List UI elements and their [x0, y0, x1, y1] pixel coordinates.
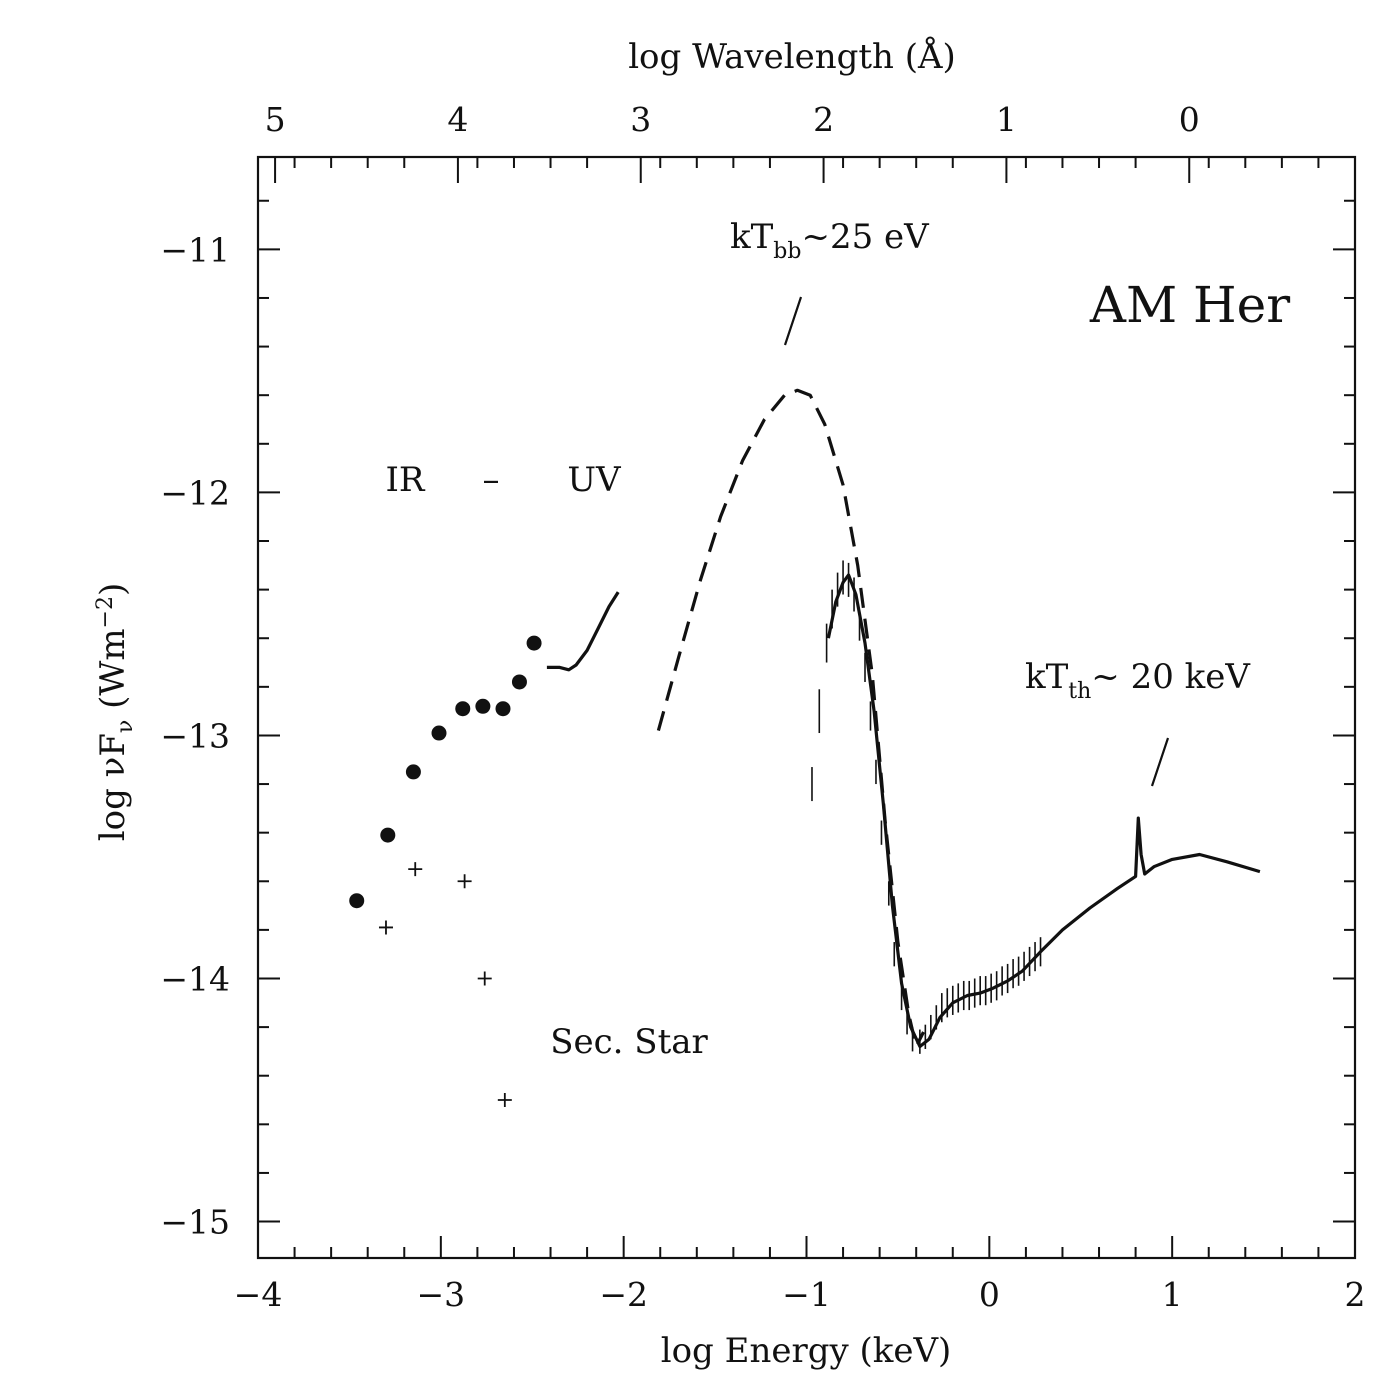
filled-point	[526, 635, 542, 651]
y-tick-label: −14	[160, 959, 230, 998]
top-tick-label: 1	[996, 100, 1017, 139]
y-axis-title-nu: ν	[93, 757, 133, 778]
y-axis-title-unit: (Wm	[93, 628, 133, 719]
x-axis-title: log Energy (keV)	[661, 1331, 952, 1371]
kt-th-pointer	[1150, 737, 1170, 787]
kt-th-rest: ~ 20 keV	[1091, 657, 1251, 697]
y-tick-label: −11	[160, 230, 230, 269]
data-layer	[349, 388, 1261, 1108]
plus-point	[408, 862, 423, 877]
filled-point	[455, 701, 471, 717]
top-axis-title: log Wavelength (Å)	[628, 36, 956, 77]
x-tick-label: −1	[782, 1275, 831, 1314]
filled-point	[405, 764, 421, 780]
plus-point	[497, 1093, 512, 1108]
x-tick-label: −4	[234, 1275, 283, 1314]
y-axis-title-f: F	[93, 733, 133, 757]
plus-point	[378, 920, 393, 935]
top-tick-label: 2	[813, 100, 834, 139]
y-tick-label: −15	[160, 1203, 230, 1242]
x-tick-label: −2	[599, 1275, 648, 1314]
top-tick-label: 5	[265, 100, 286, 139]
plus-point	[477, 971, 492, 986]
spectrum-line-2	[546, 591, 620, 672]
top-tick-label: 0	[1179, 100, 1200, 139]
top-tick-label: 3	[630, 100, 651, 139]
blackbody-dashed-curve	[656, 388, 925, 1049]
annotation-kt-th: kTth~ 20 keV	[1025, 657, 1251, 704]
annotation-uv: UV	[567, 460, 622, 500]
kt-bb-pointer	[783, 296, 803, 346]
filled-point	[475, 698, 491, 714]
annotation-ir: IR	[385, 460, 425, 500]
top-tick-label: 4	[447, 100, 468, 139]
annotation-dash: –	[483, 460, 500, 500]
filled-point	[511, 674, 527, 690]
kt-th-k: kT	[1025, 657, 1069, 697]
filled-point	[495, 701, 511, 717]
x-tick-label: 1	[1162, 1275, 1183, 1314]
annotation-sec-star: Sec. Star	[550, 1022, 708, 1062]
spectrum-line-4	[826, 573, 1261, 1049]
x-tick-label: −3	[417, 1275, 466, 1314]
filled-point	[349, 893, 365, 909]
y-axis-title-sub: ν	[113, 720, 138, 733]
y-axis-title-exp: −2	[93, 596, 118, 628]
x-tick-label: 0	[979, 1275, 1000, 1314]
filled-point	[431, 725, 447, 741]
y-axis-title: log νFν (Wm−2)	[93, 583, 138, 842]
plus-point	[457, 874, 472, 889]
kt-th-sub: th	[1068, 679, 1091, 704]
tick-layer: −4 −3 −2 −1 0 1 2 −11 −12 −13 −14 −15 5 4 3 2 1 0	[160, 100, 1365, 1314]
filled-point	[380, 827, 396, 843]
kt-bb-rest: ~25 eV	[801, 217, 930, 257]
y-axis-title-prefix: log	[93, 777, 133, 841]
kt-bb-sub: bb	[773, 239, 801, 264]
x-tick-label: 2	[1345, 1275, 1366, 1314]
y-axis-title-close: )	[93, 583, 133, 596]
chart-title: AM Her	[1089, 276, 1290, 334]
annotation-kt-bb: kTbb~25 eV	[730, 217, 930, 264]
y-tick-label: −13	[160, 716, 230, 755]
kt-bb-k: kT	[730, 217, 774, 257]
y-tick-label: −12	[160, 473, 230, 512]
